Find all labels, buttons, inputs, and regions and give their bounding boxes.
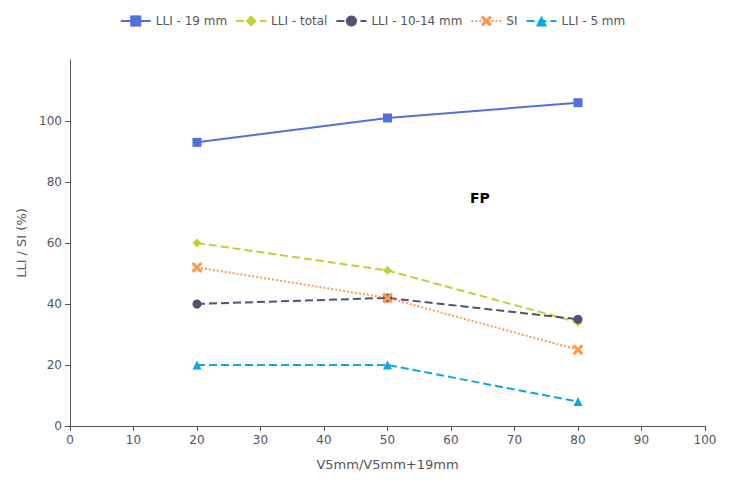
- svg-text:90: 90: [634, 433, 649, 447]
- svg-text:LLI - 10-14 mm: LLI - 10-14 mm: [371, 14, 462, 28]
- svg-text:60: 60: [47, 236, 62, 250]
- svg-text:20: 20: [47, 358, 62, 372]
- svg-text:20: 20: [189, 433, 204, 447]
- svg-text:10: 10: [126, 433, 141, 447]
- svg-text:V5mm/V5mm+19mm: V5mm/V5mm+19mm: [316, 457, 458, 472]
- svg-text:40: 40: [316, 433, 331, 447]
- svg-text:0: 0: [54, 419, 62, 433]
- svg-text:80: 80: [47, 175, 62, 189]
- svg-text:100: 100: [694, 433, 717, 447]
- svg-text:SI: SI: [506, 14, 517, 28]
- svg-text:60: 60: [443, 433, 458, 447]
- svg-text:0: 0: [66, 433, 74, 447]
- svg-text:LLI - total: LLI - total: [271, 14, 327, 28]
- svg-text:30: 30: [253, 433, 268, 447]
- svg-text:80: 80: [570, 433, 585, 447]
- svg-text:LLI - 5 mm: LLI - 5 mm: [562, 14, 626, 28]
- svg-text:LLI / SI (%): LLI / SI (%): [14, 208, 29, 278]
- svg-text:70: 70: [507, 433, 522, 447]
- svg-text:LLI - 19 mm: LLI - 19 mm: [156, 14, 227, 28]
- svg-text:100: 100: [39, 114, 62, 128]
- svg-text:40: 40: [47, 297, 62, 311]
- svg-text:50: 50: [380, 433, 395, 447]
- svg-text:FP: FP: [470, 190, 490, 206]
